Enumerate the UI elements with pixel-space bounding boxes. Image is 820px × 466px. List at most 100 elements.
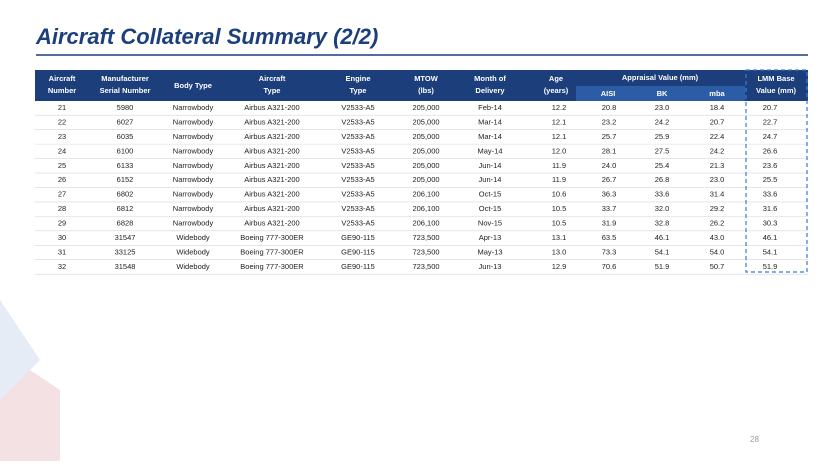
- column-header: Age: [549, 74, 563, 83]
- cell: 31: [58, 247, 66, 256]
- cell: Airbus A321-200: [244, 146, 299, 155]
- cell: May-13: [477, 247, 502, 256]
- cell: 21: [58, 103, 66, 112]
- cell: GE90-115: [341, 247, 375, 256]
- cell: 54.0: [710, 247, 725, 256]
- cell: 205,000: [412, 175, 439, 184]
- cell: Narrowbody: [173, 219, 214, 228]
- cell: 11.9: [552, 161, 566, 170]
- column-header: Month of: [474, 74, 506, 83]
- group-header: Appraisal Value (mm): [622, 73, 699, 82]
- column-header: Engine: [345, 74, 370, 83]
- cell: Airbus A321-200: [244, 204, 299, 213]
- column-header: Delivery: [475, 86, 505, 95]
- cell: Narrowbody: [173, 204, 214, 213]
- cell: 31547: [115, 233, 136, 242]
- cell: 26: [58, 175, 66, 184]
- cell: 31.9: [602, 219, 617, 228]
- cell: 63.5: [602, 233, 617, 242]
- subcolumn-header: mba: [709, 89, 725, 98]
- cell: Narrowbody: [173, 103, 214, 112]
- column-header: MTOW: [414, 74, 439, 83]
- cell: Jun-14: [479, 161, 502, 170]
- cell: 22.7: [763, 117, 778, 126]
- cell: 23.0: [655, 103, 670, 112]
- cell: 70.6: [602, 262, 617, 271]
- title: Aircraft Collateral Summary (2/2): [35, 24, 378, 49]
- cell: 12.2: [552, 103, 567, 112]
- column-header: Value (mm): [756, 86, 797, 95]
- cell: 33.6: [763, 190, 778, 199]
- cell: 10.5: [552, 204, 567, 213]
- cell: 205,000: [412, 161, 439, 170]
- column-header: Aircraft: [49, 74, 76, 83]
- cell: GE90-115: [341, 262, 375, 271]
- cell: Boeing 777-300ER: [240, 247, 304, 256]
- column-header: Aircraft: [259, 74, 286, 83]
- cell: 54.1: [763, 247, 778, 256]
- cell: Apr-13: [479, 233, 502, 242]
- cell: Airbus A321-200: [244, 103, 299, 112]
- cell: 12.1: [552, 132, 567, 141]
- cell: 12.9: [552, 262, 567, 271]
- cell: 206,100: [412, 219, 439, 228]
- cell: 73.3: [602, 247, 617, 256]
- cell: Oct-15: [479, 204, 502, 213]
- cell: 10.6: [552, 190, 567, 199]
- cell: Airbus A321-200: [244, 132, 299, 141]
- cell: V2533-A5: [341, 132, 374, 141]
- cell: 6152: [117, 175, 134, 184]
- cell: Jun-14: [479, 175, 502, 184]
- cell: Airbus A321-200: [244, 190, 299, 199]
- cell: 30.3: [763, 219, 778, 228]
- cell: Narrowbody: [173, 161, 214, 170]
- cell: 6035: [117, 132, 134, 141]
- cell: V2533-A5: [341, 219, 374, 228]
- cell: Jun-13: [479, 262, 502, 271]
- cell: V2533-A5: [341, 190, 374, 199]
- cell: 23: [58, 132, 66, 141]
- cell: 31.6: [763, 204, 778, 213]
- cell: Mar-14: [478, 132, 502, 141]
- column-header: Number: [48, 86, 76, 95]
- cell: 51.9: [763, 262, 778, 271]
- cell: 723,500: [412, 262, 439, 271]
- cell: V2533-A5: [341, 117, 374, 126]
- cell: V2533-A5: [341, 204, 374, 213]
- decor: [0, 300, 40, 400]
- cell: 50.7: [710, 262, 725, 271]
- cell: Widebody: [176, 233, 210, 242]
- cell: GE90-115: [341, 233, 375, 242]
- cell: 6812: [117, 204, 134, 213]
- table: Aircraft Number Manufacturer Serial Number B…: [35, 73, 808, 275]
- cell: 22.4: [710, 132, 725, 141]
- subcolumn-header: BK: [657, 89, 668, 98]
- column-header: (years): [544, 86, 569, 95]
- cell: 11.9: [552, 175, 566, 184]
- cell: 26.2: [710, 219, 725, 228]
- column-header: Manufacturer: [101, 74, 149, 83]
- cell: 13.0: [552, 247, 567, 256]
- cell: 28: [58, 204, 66, 213]
- page-number: 28: [750, 435, 759, 444]
- cell: 205,000: [412, 132, 439, 141]
- cell: Mar-14: [478, 117, 502, 126]
- cell: V2533-A5: [341, 146, 374, 155]
- cell: 54.1: [655, 247, 670, 256]
- cell: 25.4: [655, 161, 670, 170]
- cell: 206,100: [412, 190, 439, 199]
- cell: 13.1: [552, 233, 567, 242]
- column-header: Body Type: [174, 81, 212, 90]
- cell: 32.0: [655, 204, 670, 213]
- cell: 6802: [117, 190, 134, 199]
- cell: 6133: [117, 161, 134, 170]
- highlight-box: [745, 69, 808, 273]
- cell: 32: [58, 262, 66, 271]
- cell: 18.4: [710, 103, 725, 112]
- cell: 33125: [115, 247, 136, 256]
- cell: 28.1: [602, 146, 617, 155]
- subcolumn-header: AISI: [601, 89, 616, 98]
- cell: Airbus A321-200: [244, 219, 299, 228]
- cell: 29.2: [710, 204, 725, 213]
- cell: 26.8: [655, 175, 670, 184]
